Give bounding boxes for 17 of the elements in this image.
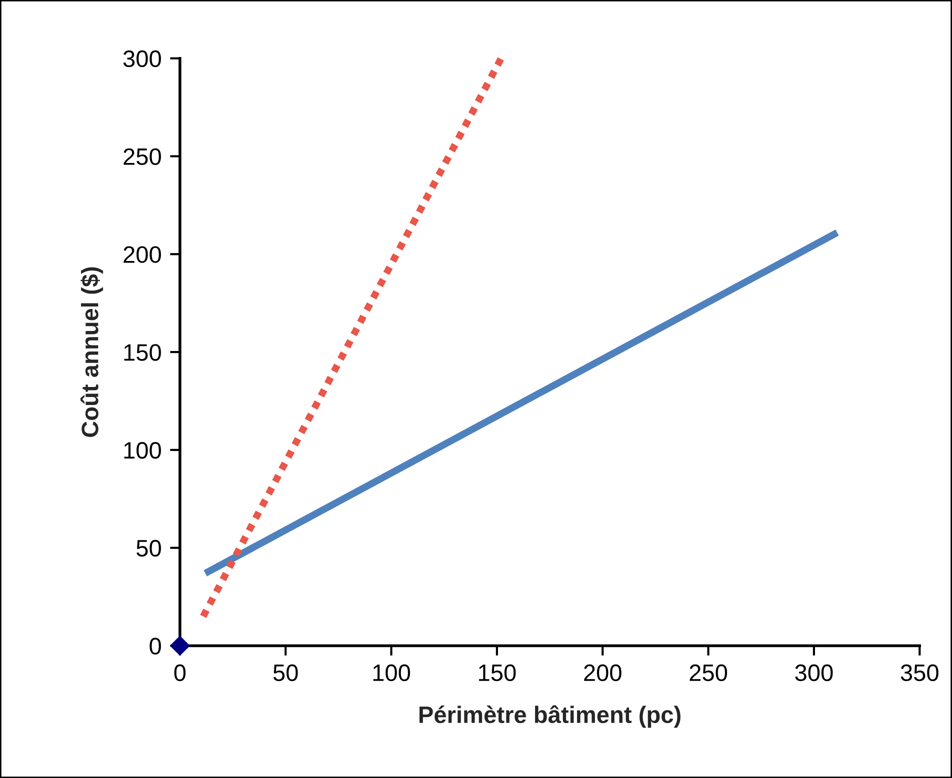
x-tick-label: 50 bbox=[273, 664, 298, 682]
y-tick-label: 300 bbox=[123, 50, 161, 68]
x-tick-label: 0 bbox=[174, 664, 186, 682]
x-tick-label: 250 bbox=[690, 664, 728, 682]
y-tick-label: 0 bbox=[150, 638, 161, 655]
y-tick-label: 150 bbox=[124, 344, 161, 361]
x-tick-label: 100 bbox=[373, 664, 410, 682]
x-tick-label: 200 bbox=[584, 664, 622, 682]
y-tick-label: 250 bbox=[124, 148, 161, 166]
x-axis-title: Périmètre bâtiment (pc) bbox=[420, 705, 680, 728]
x-tick-label: 300 bbox=[795, 664, 833, 682]
y-tick-label: 100 bbox=[124, 442, 161, 459]
x-tick-label: 350 bbox=[900, 664, 938, 682]
y-tick-label: 200 bbox=[124, 246, 161, 263]
x-tick-label: 150 bbox=[479, 664, 516, 682]
y-tick-label: 50 bbox=[136, 540, 161, 557]
y-axis-title: Coût annuel ($) bbox=[80, 267, 104, 437]
